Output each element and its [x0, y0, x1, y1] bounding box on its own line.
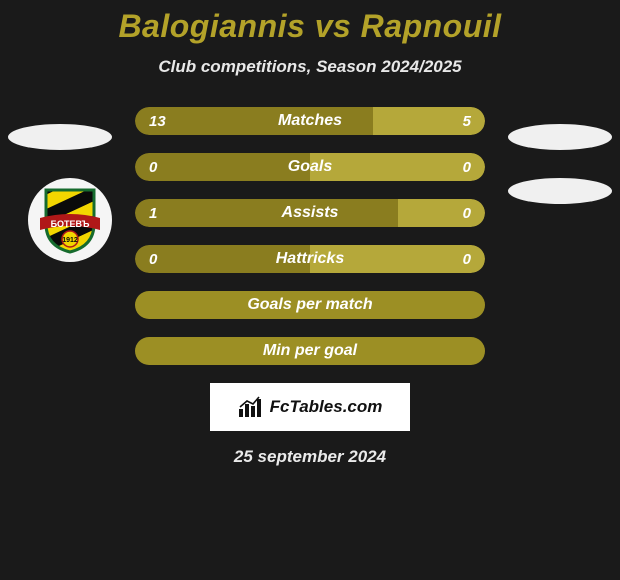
club-badge: БОТЕВЪ 1912 [28, 178, 112, 262]
stat-bar-left: 0 [135, 245, 310, 273]
badge-year: 1912 [62, 237, 78, 244]
branding-text: FcTables.com [270, 397, 383, 417]
plain-bar: Goals per match [135, 291, 485, 319]
plain-bar-label: Min per goal [135, 337, 485, 365]
stat-bar: 10Assists [135, 199, 485, 227]
botev-logo-icon: БОТЕВЪ 1912 [34, 184, 106, 256]
plain-row: Goals per match [0, 291, 620, 319]
stat-bar: 135Matches [135, 107, 485, 135]
plain-bar: Min per goal [135, 337, 485, 365]
badge-text: БОТЕВЪ [51, 219, 90, 229]
bars-icon [238, 396, 264, 418]
stat-value-left: 0 [149, 159, 157, 176]
plain-row: Min per goal [0, 337, 620, 365]
infographic-root: Balogiannis vs Rapnouil Club competition… [0, 0, 620, 467]
stat-bar-left: 0 [135, 153, 310, 181]
stat-value-left: 1 [149, 205, 157, 222]
stat-value-left: 13 [149, 113, 166, 130]
stat-bar-right: 0 [310, 153, 485, 181]
stat-bar-left: 1 [135, 199, 398, 227]
branding-box: FcTables.com [210, 383, 410, 431]
player-slot-right [508, 124, 612, 150]
plain-bar-label: Goals per match [135, 291, 485, 319]
stat-row: 00Goals [0, 153, 620, 181]
stat-value-right: 0 [463, 251, 471, 268]
player-slot-right-2 [508, 178, 612, 204]
page-title: Balogiannis vs Rapnouil [0, 8, 620, 45]
competition-subtitle: Club competitions, Season 2024/2025 [0, 57, 620, 77]
stat-bar-right: 5 [373, 107, 485, 135]
stat-value-right: 0 [463, 159, 471, 176]
stat-value-left: 0 [149, 251, 157, 268]
stat-value-right: 0 [463, 205, 471, 222]
stat-bar: 00Hattricks [135, 245, 485, 273]
stat-bar-right: 0 [398, 199, 486, 227]
stat-bar-left: 13 [135, 107, 373, 135]
plain-bars-section: Goals per match Min per goal [0, 291, 620, 365]
stat-bar: 00Goals [135, 153, 485, 181]
date-text: 25 september 2024 [0, 447, 620, 467]
stat-value-right: 5 [463, 113, 471, 130]
player-slot-left [8, 124, 112, 150]
stat-bar-right: 0 [310, 245, 485, 273]
